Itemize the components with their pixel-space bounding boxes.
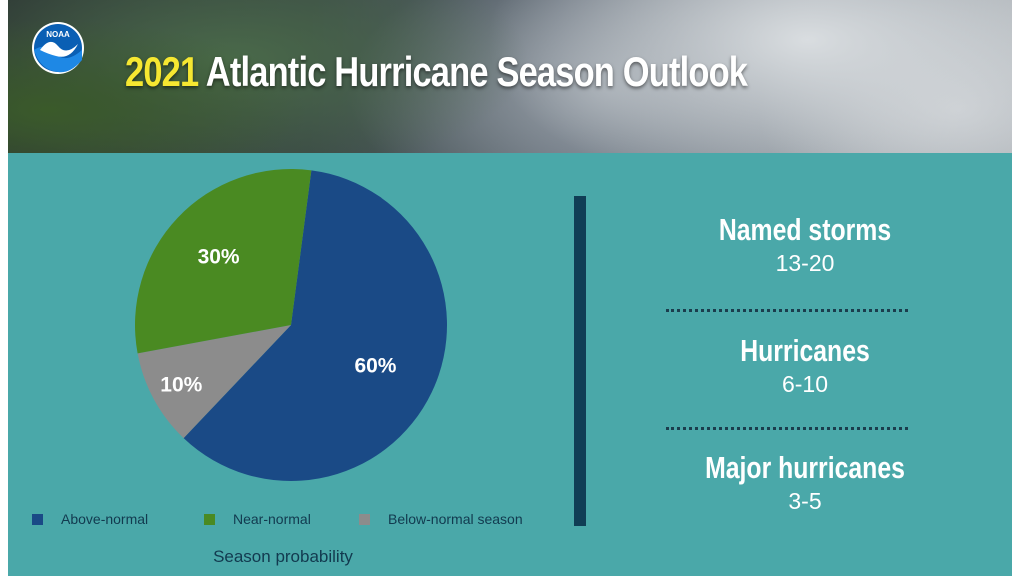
dotted-separator: [666, 427, 908, 430]
stat-value: 13-20: [775, 250, 835, 276]
slice-above-normal-label: 60%: [354, 354, 396, 377]
slice-near-normal: [135, 168, 312, 354]
slice-below-normal: [137, 325, 291, 439]
chart-caption: Season probability: [213, 547, 353, 566]
stat-named-storms: Named storms 13-20: [675, 212, 935, 277]
legend-label: Below-normal season: [388, 511, 523, 527]
slice-near-normal-label: 30%: [198, 245, 240, 268]
title-text: Atlantic Hurricane Season Outlook: [198, 48, 748, 95]
legend-item-above-normal: Above-normal: [32, 511, 148, 527]
legend-swatch: [359, 513, 370, 525]
stat-label: Named storms: [718, 212, 892, 247]
legend-label: Near-normal: [233, 511, 311, 527]
legend-swatch: [32, 513, 43, 525]
infographic: NOAA 2021 Atlantic Hurricane Season Outl…: [8, 0, 1012, 576]
satellite-banner: NOAA 2021 Atlantic Hurricane Season Outl…: [8, 0, 1012, 153]
legend-swatch: [204, 513, 215, 525]
slice-above-normal: [183, 170, 447, 481]
vertical-divider: [574, 196, 586, 526]
legend-item-near-normal: Near-normal: [204, 511, 311, 527]
stat-hurricanes: Hurricanes 6-10: [675, 333, 935, 398]
stat-major-hurricanes: Major hurricanes 3-5: [675, 450, 935, 515]
stat-value: 3-5: [788, 488, 822, 514]
legend-item-below-normal: Below-normal season: [359, 511, 523, 527]
title-year: 2021: [125, 48, 199, 95]
stat-label: Hurricanes: [740, 333, 870, 368]
stat-value: 6-10: [781, 371, 829, 397]
noaa-logo-icon: NOAA: [32, 22, 84, 74]
stat-label: Major hurricanes: [705, 450, 905, 485]
dotted-separator: [666, 309, 908, 312]
logo-text: NOAA: [46, 30, 70, 39]
page-title: 2021 Atlantic Hurricane Season Outlook: [125, 48, 748, 128]
chart-legend: Above-normal Near-normal Below-normal se…: [8, 511, 568, 531]
slice-below-normal-label: 10%: [160, 374, 202, 397]
pie-chart: 60% 10% 30%: [135, 168, 447, 481]
legend-label: Above-normal: [61, 511, 149, 527]
